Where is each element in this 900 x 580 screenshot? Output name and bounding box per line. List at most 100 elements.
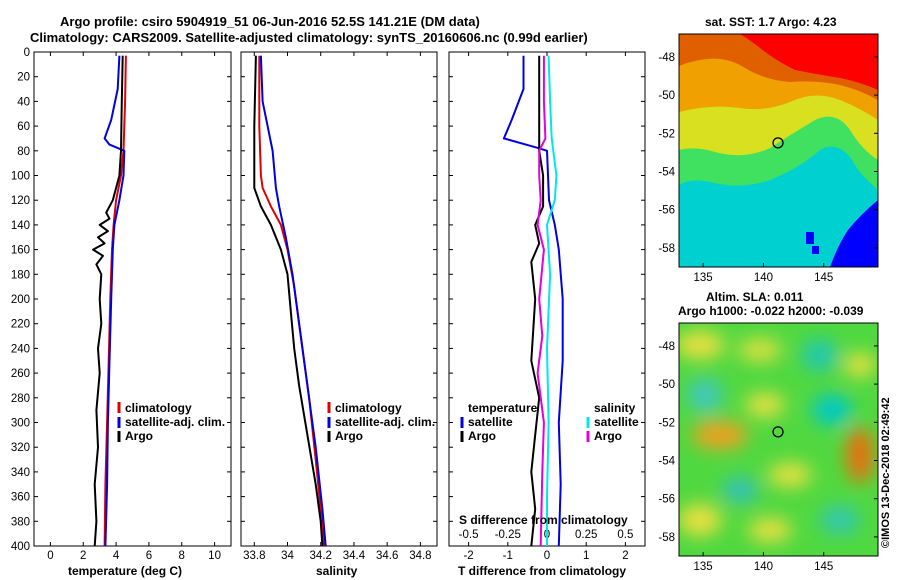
depth-tick-label: 240	[11, 343, 30, 355]
sla-blob	[679, 504, 722, 536]
depth-tick-label: 60	[17, 121, 30, 133]
s-diff-tick-label: -0.5	[459, 529, 479, 541]
legend-title-salinity: salinity	[594, 401, 636, 415]
depth-tick-label: 260	[11, 368, 30, 380]
x-tick-label: 33.8	[243, 550, 265, 562]
temperature-xlabel: temperature (deg C)	[68, 564, 182, 578]
temperature-legend: climatology satellite-adj. clim. Argo	[117, 401, 225, 443]
legend-label-s-satellite: satellite	[594, 415, 639, 429]
sla-blob	[802, 339, 838, 371]
series-line-argo	[92, 55, 124, 546]
s-diff-tick-label: -0.25	[495, 529, 521, 541]
legend-label-satadj: satellite-adj. clim.	[125, 415, 225, 429]
depth-tick-label: 200	[11, 294, 30, 306]
sla-blob	[846, 427, 874, 483]
x-tick-label: 34.4	[343, 550, 366, 562]
map-y-tick-label: -54	[658, 167, 675, 179]
x-tick-label: 2	[622, 550, 628, 562]
depth-tick-label: 180	[11, 269, 30, 281]
depth-axis: 0 20 40 60 80 100 120 140 160 180 200 220 240 260 280 3…	[11, 47, 645, 553]
map-y-tick-label: -50	[658, 379, 675, 391]
depth-tick-label: 100	[11, 171, 30, 183]
series-line-t-argo	[530, 55, 545, 546]
difference-series	[502, 55, 564, 546]
sla-blob	[812, 395, 852, 425]
sla-map-title: Altim. SLA: 0.011	[706, 290, 804, 304]
legend-title-temperature: temperature	[468, 401, 538, 415]
depth-tick-label: 40	[17, 96, 30, 108]
sst-field-hottest	[740, 34, 878, 90]
map-y-tick-label: -56	[658, 205, 675, 217]
depth-tick-label: 340	[11, 467, 30, 479]
sst-patch	[812, 246, 819, 254]
x-tick-label: 0	[47, 550, 53, 562]
sla-map-frame	[678, 322, 879, 557]
map-y-tick-label: -52	[658, 417, 675, 429]
sla-blob	[722, 478, 758, 502]
map-x-tick-label: 140	[754, 561, 773, 573]
map-y-tick-label: -58	[658, 532, 675, 544]
temperature-panel-frame	[33, 51, 232, 547]
x-tick-label: 34.6	[376, 550, 398, 562]
legend-label-climatology: climatology	[125, 401, 192, 415]
x-tick-label: 34.8	[409, 550, 431, 562]
sst-map-title: sat. SST: 1.7 Argo: 4.23	[705, 15, 837, 29]
depth-tick-label: 220	[11, 319, 30, 331]
legend-label-t-argo: Argo	[468, 429, 496, 443]
series-line-argo	[253, 55, 324, 546]
map-y-tick-label: -52	[658, 128, 675, 140]
sla-blob	[679, 331, 725, 359]
x-tick-label: 1	[583, 550, 589, 562]
sla-blob	[745, 393, 785, 417]
s-difference-xlabel: S difference from climatology	[459, 513, 628, 527]
difference-xlabel: T difference from climatology	[458, 564, 626, 578]
map-y-tick-label: -48	[658, 52, 675, 64]
depth-tick-label: 120	[11, 195, 30, 207]
legend-label-argo: Argo	[125, 429, 153, 443]
temperature-series	[92, 55, 127, 546]
series-line-s-argo	[536, 55, 547, 546]
title-line-2: Climatology: CARS2009. Satellite-adjuste…	[30, 30, 588, 45]
sst-field-coldest	[830, 200, 878, 267]
sla-blob	[692, 421, 748, 449]
sla-map-subtitle: Argo h1000: -0.022 h2000: -0.039	[678, 304, 864, 318]
sla-blob	[844, 353, 876, 377]
legend-label-argo: Argo	[335, 429, 363, 443]
sla-map-axes: 135 140 145 -48 -50 -52 -54 -56 -58	[658, 341, 878, 573]
depth-tick-label: 320	[11, 442, 30, 454]
sla-blob	[768, 463, 812, 487]
x-tick-label: 34.2	[310, 550, 332, 562]
salinity-series	[253, 55, 327, 546]
depth-tick-label: 280	[11, 393, 30, 405]
x-tick-label: 10	[208, 550, 221, 562]
map-y-tick-label: -56	[658, 494, 675, 506]
legend-label-climatology: climatology	[335, 401, 402, 415]
depth-tick-label: 80	[17, 146, 30, 158]
map-x-tick-label: 145	[814, 272, 833, 284]
map-x-tick-label: 140	[754, 272, 773, 284]
sst-map	[679, 34, 878, 267]
salinity-panel-frame	[240, 51, 438, 547]
depth-tick-label: 20	[17, 72, 30, 84]
x-tick-label: 34	[281, 550, 294, 562]
sst-map-axes: 135 140 145 -48 -50 -52 -54 -56 -58	[658, 52, 878, 284]
s-diff-tick-label: 0.5	[617, 529, 633, 541]
depth-tick-label: 380	[11, 516, 30, 528]
map-x-tick-label: 135	[694, 561, 713, 573]
legend-label-satadj: satellite-adj. clim.	[335, 415, 435, 429]
salinity-legend: climatology satellite-adj. clim. Argo	[327, 401, 435, 443]
sla-blob	[738, 338, 782, 362]
x-tick-label: 4	[113, 550, 120, 562]
map-x-tick-label: 145	[814, 561, 833, 573]
legend-label-t-satellite: satellite	[468, 415, 513, 429]
x-tick-label: -2	[463, 550, 473, 562]
sla-blob	[687, 379, 723, 411]
depth-tick-label: 360	[11, 492, 30, 504]
x-tick-label: 6	[146, 550, 152, 562]
sla-blob	[748, 518, 792, 542]
title-line-1: Argo profile: csiro 5904919_51 06-Jun-20…	[60, 14, 480, 29]
depth-tick-label: 0	[24, 47, 30, 59]
salinity-xlabel: salinity	[316, 564, 358, 578]
sla-map	[679, 323, 878, 556]
